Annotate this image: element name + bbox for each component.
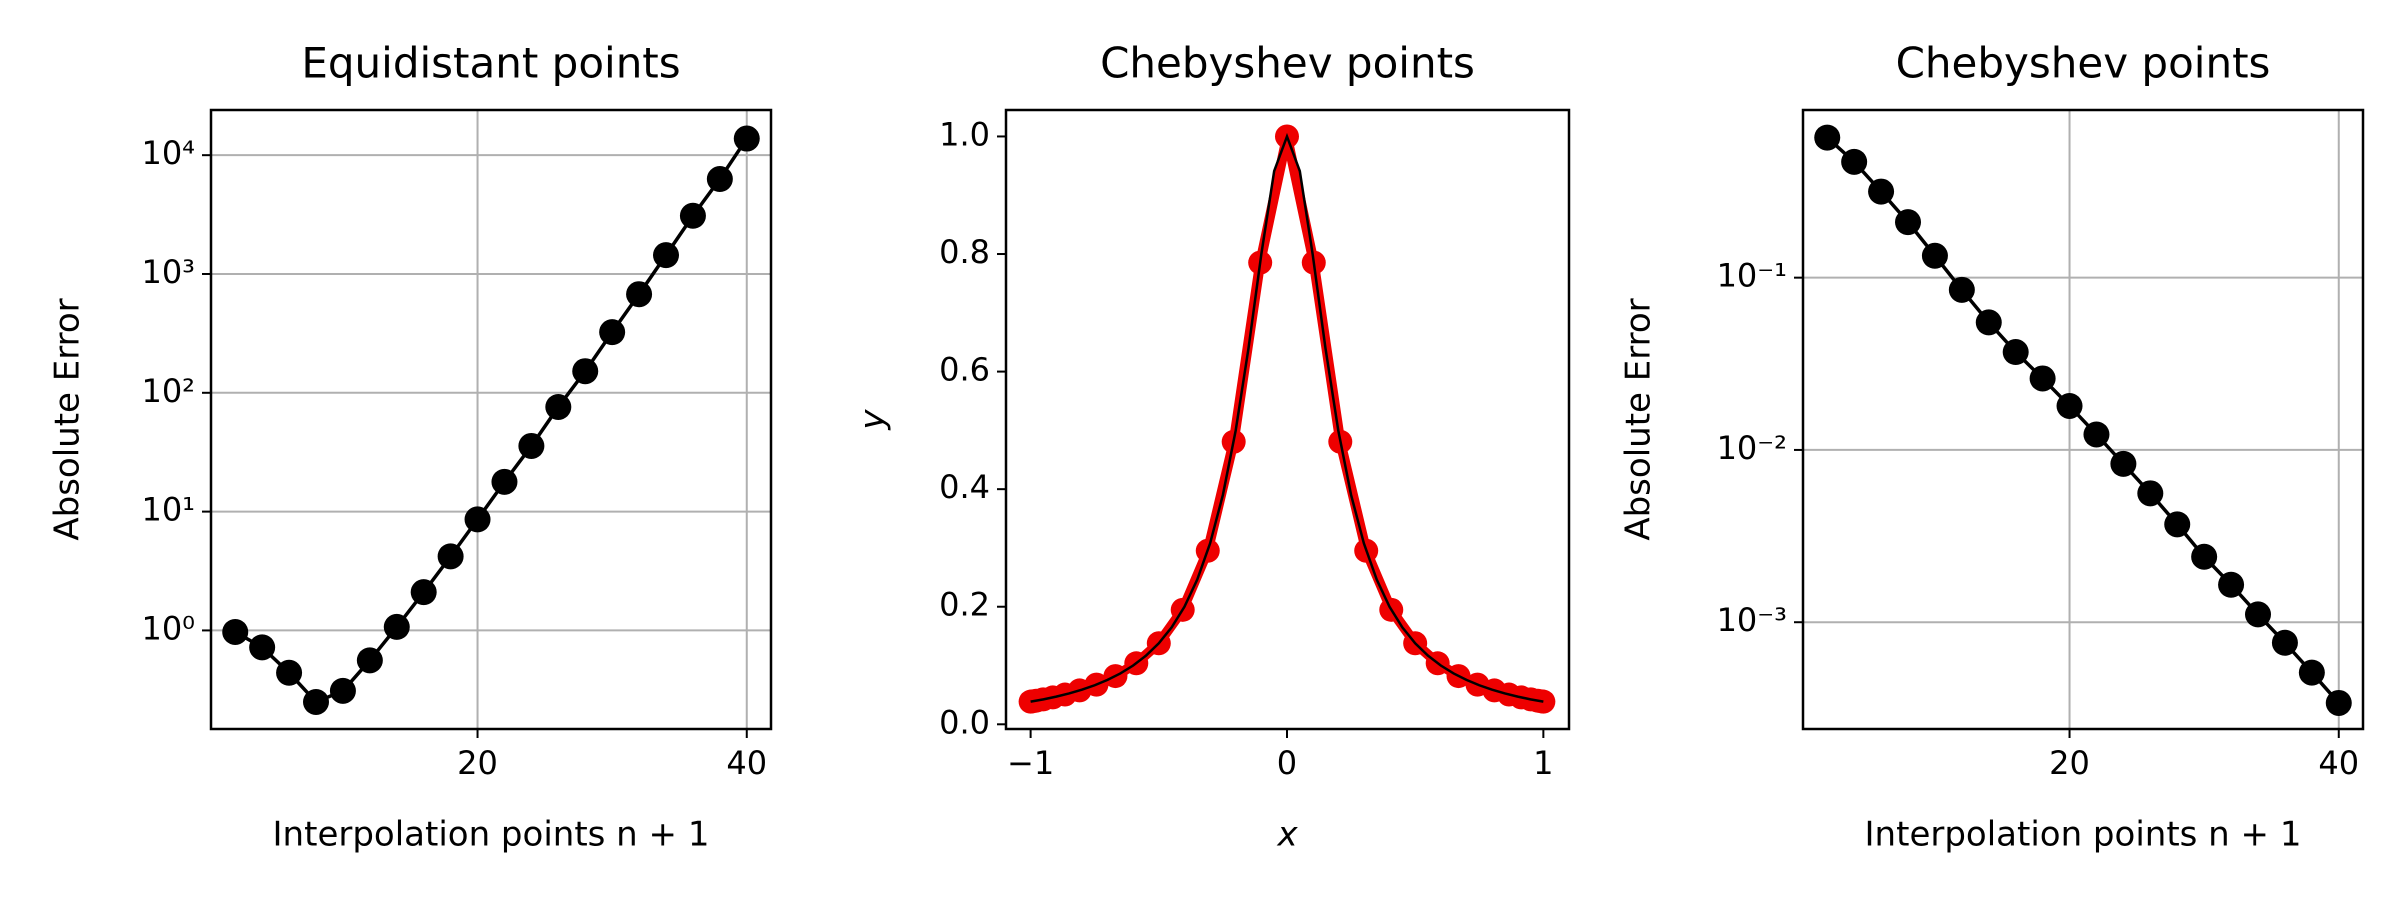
marker <box>2298 659 2325 686</box>
marker <box>437 543 464 570</box>
y-tick-label: 0.4 <box>939 468 990 506</box>
y-axis-label: Absolute Error <box>48 298 88 540</box>
y-tick-label: 10¹ <box>141 491 195 529</box>
y-axis-label: y <box>853 409 893 431</box>
y-tick-label: 10³ <box>141 253 195 291</box>
marker <box>2137 480 2164 507</box>
marker <box>464 506 491 533</box>
marker <box>303 688 329 715</box>
x-axis-label: x <box>1276 815 1298 855</box>
y-tick-label: 1.0 <box>939 115 990 153</box>
marker <box>2218 571 2245 598</box>
marker <box>1975 309 2002 336</box>
marker <box>1841 148 1868 175</box>
marker <box>2056 392 2083 419</box>
marker <box>249 634 276 661</box>
marker <box>2083 421 2110 448</box>
x-tick-label: −1 <box>1007 744 1054 782</box>
marker <box>2110 450 2137 477</box>
marker <box>518 432 545 459</box>
marker <box>1814 124 1841 151</box>
x-tick-label: 0 <box>1277 744 1297 782</box>
x-tick-label: 40 <box>2318 744 2359 782</box>
marker <box>356 647 383 674</box>
x-tick-label: 20 <box>457 744 498 782</box>
y-axis-label: Absolute Error <box>1619 298 1659 540</box>
y-tick-label: 10² <box>141 372 195 410</box>
axes-frame <box>209 108 773 731</box>
line <box>1030 132 1544 703</box>
marker <box>2271 629 2298 656</box>
y-tick-label: 10⁻³ <box>1717 601 1787 639</box>
x-tick-label: 40 <box>726 744 767 782</box>
y-tick-label: 0.6 <box>939 351 990 389</box>
y-tick-label: 10⁴ <box>141 134 195 172</box>
marker <box>1948 276 1975 303</box>
marker <box>2325 689 2352 716</box>
y-tick-label: 10⁻¹ <box>1717 257 1787 295</box>
y-tick-label: 0.0 <box>939 703 990 741</box>
marker <box>491 468 518 495</box>
marker <box>1895 209 1921 236</box>
marker <box>733 125 760 152</box>
marker <box>599 319 626 346</box>
y-tick-label: 0.8 <box>939 233 990 271</box>
y-tick-label: 10⁰ <box>141 609 195 647</box>
marker <box>679 202 706 229</box>
y-tick-label: 10⁻² <box>1717 429 1787 467</box>
marker <box>572 358 599 385</box>
marker <box>383 613 410 640</box>
axes-frame <box>1004 108 1571 731</box>
marker <box>1921 242 1948 269</box>
marker <box>2191 543 2218 570</box>
chart-title: Chebyshev points <box>1100 39 1475 88</box>
axes-frame <box>1801 108 2365 731</box>
marker <box>2245 601 2271 628</box>
x-axis-label: Interpolation points n + 1 <box>1865 815 2302 855</box>
marker <box>1868 178 1895 205</box>
x-tick-label: 1 <box>1533 744 1553 782</box>
marker <box>222 618 249 645</box>
marker <box>626 281 653 308</box>
marker <box>2002 339 2029 366</box>
line <box>234 137 749 705</box>
marker <box>706 166 733 193</box>
marker <box>2164 511 2191 538</box>
marker <box>329 677 356 704</box>
y-tick-label: 0.2 <box>939 586 990 624</box>
marker <box>276 659 303 686</box>
x-axis-label: Interpolation points n + 1 <box>273 815 710 855</box>
chart-title: Equidistant points <box>301 39 680 88</box>
x-tick-label: 20 <box>2049 744 2090 782</box>
marker <box>653 242 679 269</box>
marker <box>2029 365 2056 392</box>
interpolant-line <box>1029 135 1545 707</box>
marker <box>545 393 572 420</box>
marker <box>410 579 437 606</box>
chart-title: Chebyshev points <box>1896 39 2271 88</box>
